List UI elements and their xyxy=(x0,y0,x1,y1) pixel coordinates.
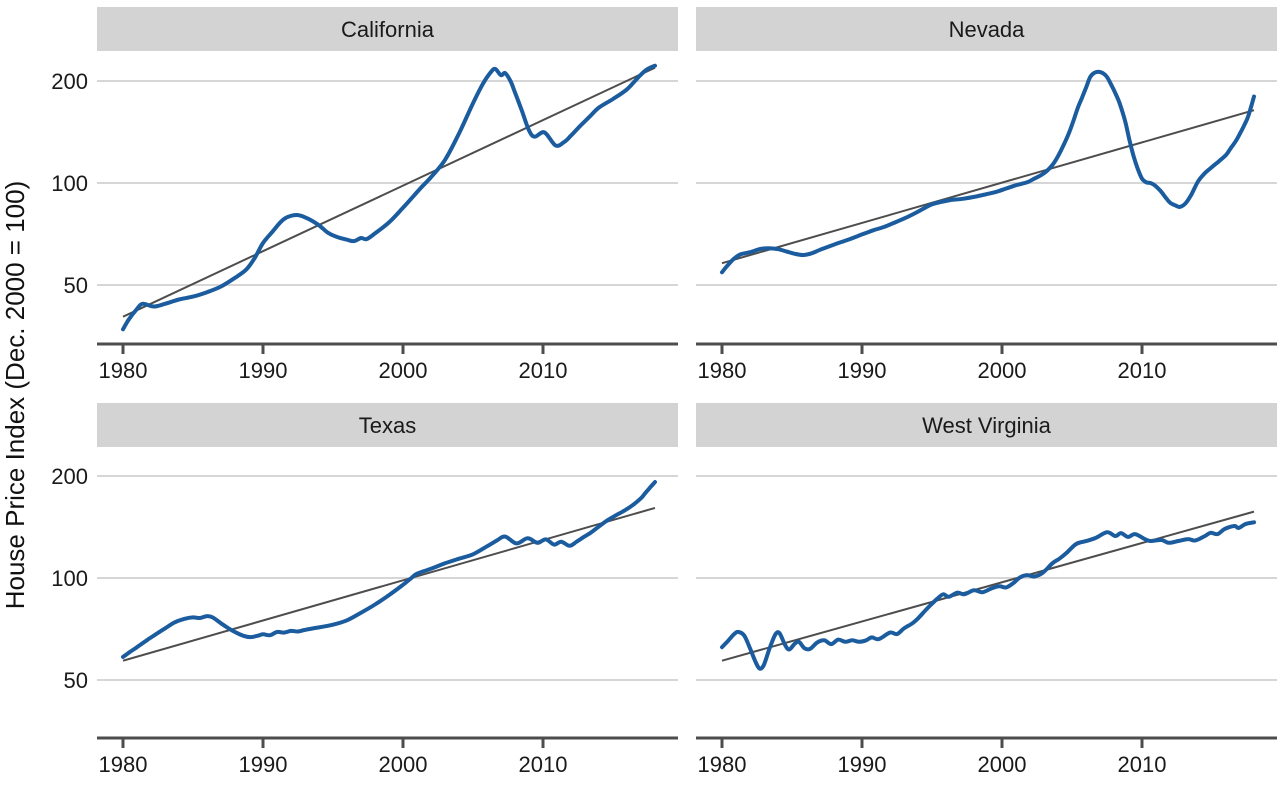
x-tick-label: 2000 xyxy=(978,358,1027,383)
facet-header xyxy=(97,7,678,51)
hpi-line xyxy=(720,69,1256,275)
x-tick-label: 1990 xyxy=(239,358,288,383)
x-tick-label: 1980 xyxy=(99,752,148,777)
x-tick-label: 2000 xyxy=(379,358,428,383)
trend-line xyxy=(721,510,1255,662)
x-tick-label: 1990 xyxy=(838,752,887,777)
x-tick-label: 2010 xyxy=(1118,752,1167,777)
hpi-line xyxy=(720,520,1256,671)
x-tick-label: 1980 xyxy=(698,358,747,383)
x-tick-label: 1990 xyxy=(838,358,887,383)
trend-line xyxy=(122,506,656,662)
y-tick-label: 200 xyxy=(51,69,88,94)
trend-line xyxy=(122,66,656,318)
x-tick-label: 1980 xyxy=(99,358,148,383)
x-tick-label: 2010 xyxy=(519,358,568,383)
facet-title: Texas xyxy=(359,413,416,438)
x-tick-label: 2010 xyxy=(1118,358,1167,383)
facet-header xyxy=(97,403,678,447)
y-tick-label: 100 xyxy=(51,566,88,591)
facet-title: West Virginia xyxy=(922,413,1052,438)
y-axis-title: House Price Index (Dec. 2000 = 100) xyxy=(0,180,30,610)
y-tick-label: 200 xyxy=(51,464,88,489)
y-tick-label: 50 xyxy=(64,273,88,298)
y-tick-label: 100 xyxy=(51,171,88,196)
x-tick-label: 1990 xyxy=(239,752,288,777)
trend-line xyxy=(721,109,1255,265)
x-tick-label: 2000 xyxy=(379,752,428,777)
facet-header xyxy=(696,403,1277,447)
x-tick-label: 2000 xyxy=(978,752,1027,777)
facet-title: California xyxy=(341,17,435,42)
x-tick-label: 2010 xyxy=(519,752,568,777)
hpi-line xyxy=(121,63,657,332)
x-tick-label: 1980 xyxy=(698,752,747,777)
y-tick-label: 50 xyxy=(64,668,88,693)
hpi-line xyxy=(121,480,657,659)
facet-title: Nevada xyxy=(949,17,1026,42)
facet-header xyxy=(696,7,1277,51)
